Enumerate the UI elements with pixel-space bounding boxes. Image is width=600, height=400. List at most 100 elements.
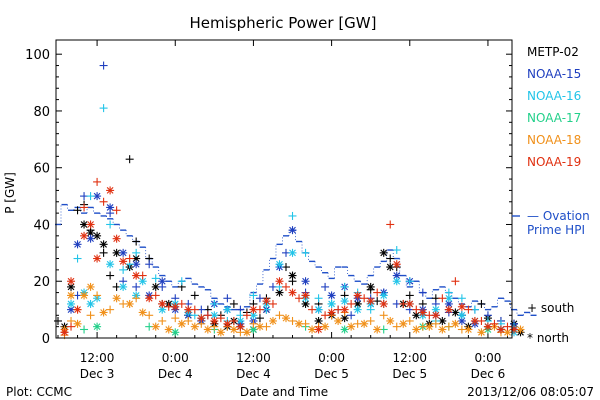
south-point: [132, 282, 141, 291]
x-tick-time-label: 12:00: [392, 351, 427, 365]
north-point: [236, 322, 245, 331]
south-point: [223, 294, 232, 303]
north-point: [392, 260, 401, 269]
south-point: [457, 294, 466, 303]
north-point: [73, 240, 82, 249]
south-point: [249, 319, 258, 328]
south-point: [438, 294, 447, 303]
north-point: [405, 299, 414, 308]
north-point: [301, 277, 310, 286]
y-tick-label: 40: [33, 218, 50, 233]
north-point: [360, 319, 369, 328]
y-tick-label: 20: [33, 275, 50, 290]
north-point: [158, 299, 167, 308]
south-point: [412, 305, 421, 314]
south-point: [431, 319, 440, 328]
north-point: [268, 316, 277, 325]
north-point: [158, 277, 167, 286]
north-point: [431, 305, 440, 314]
north-point: [125, 299, 134, 308]
south-point: [405, 277, 414, 286]
x-tick-day-label: Dec 3: [80, 367, 115, 381]
south-point: [295, 294, 304, 303]
x-tick-time-label: 0:00: [162, 351, 189, 365]
north-point: [301, 291, 310, 300]
south-point: [386, 220, 395, 229]
north-point: [379, 248, 388, 257]
south-point: [392, 246, 401, 255]
south-point: [151, 274, 160, 283]
south-point: [503, 322, 512, 331]
north-point: [431, 311, 440, 320]
north-point: [295, 319, 304, 328]
south-point: [119, 265, 128, 274]
north-point: [203, 325, 212, 334]
south-point: [106, 271, 115, 280]
x-tick-time-label: 0:00: [474, 351, 501, 365]
north-point: [106, 186, 115, 195]
south-point: [184, 316, 193, 325]
series-metp-02: [54, 155, 525, 337]
north-point: [327, 299, 336, 308]
south-point: [93, 291, 102, 300]
south-point: [418, 288, 427, 297]
south-point: [106, 220, 115, 229]
satellite-series: [54, 61, 525, 340]
north-point: [386, 316, 395, 325]
north-point: [119, 257, 128, 266]
south-point: [229, 316, 238, 325]
north-point: [242, 328, 251, 337]
south-point: [203, 311, 212, 320]
legend-ovation-label: Prime HPI: [527, 223, 585, 237]
south-point: [242, 311, 251, 320]
north-point: [327, 291, 336, 300]
north-point: [347, 322, 356, 331]
footer-left: Plot: CCMC: [6, 385, 72, 399]
north-point: [80, 291, 89, 300]
north-point: [132, 271, 141, 280]
north-point: [516, 325, 525, 334]
south-point: [216, 314, 225, 323]
north-point: [366, 297, 375, 306]
south-point: [86, 311, 95, 320]
x-tick-day-label: Dec 4: [158, 367, 193, 381]
north-point: [366, 282, 375, 291]
south-point: [379, 311, 388, 320]
north-point: [262, 297, 271, 306]
legend-entry: NOAA-17: [527, 111, 581, 125]
north-point: [106, 203, 115, 212]
north-point: [67, 291, 76, 300]
south-point: [229, 299, 238, 308]
south-point: [210, 299, 219, 308]
south-point: [106, 305, 115, 314]
north-point: [477, 328, 486, 337]
north-point: [223, 305, 232, 314]
legend-entry: METP-02: [527, 45, 579, 59]
south-point: [347, 299, 356, 308]
south-point: [347, 311, 356, 320]
north-point: [151, 322, 160, 331]
north-point: [210, 316, 219, 325]
north-point: [483, 322, 492, 331]
north-point: [67, 277, 76, 286]
north-point: [184, 305, 193, 314]
south-point: [73, 206, 82, 215]
north-point: [275, 260, 284, 269]
south-point: [99, 104, 108, 113]
north-point: [67, 299, 76, 308]
south-point: [158, 316, 167, 325]
south-point: [132, 237, 141, 246]
north-point: [86, 282, 95, 291]
north-point: [340, 297, 349, 306]
south-point: [80, 203, 89, 212]
north-point: [496, 325, 505, 334]
north-point: [510, 325, 518, 334]
north-point: [464, 325, 473, 334]
legend-ovation-label: — Ovation: [527, 209, 590, 223]
north-point: [412, 311, 421, 320]
south-point: [125, 155, 134, 164]
south-point: [151, 291, 160, 300]
north-point: [340, 305, 349, 314]
ovation-series: [55, 203, 537, 316]
north-point: [112, 294, 121, 303]
